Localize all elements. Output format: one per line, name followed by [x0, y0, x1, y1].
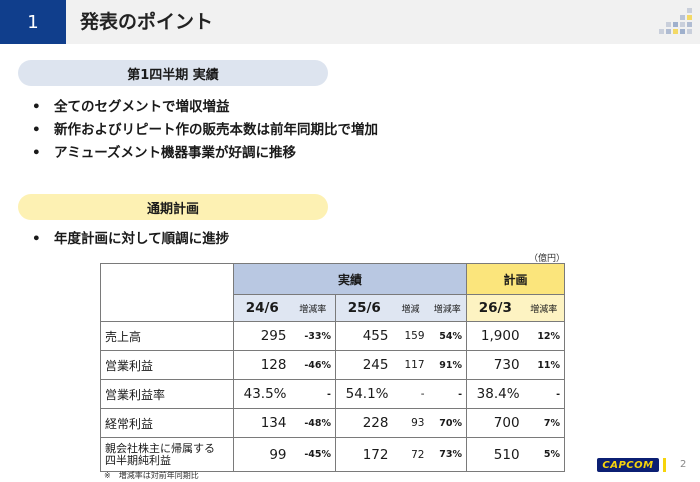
footnote: ※ 増減率は対前年同期比	[104, 471, 199, 480]
value-25-6: 245	[335, 350, 393, 380]
table-row: 経常利益 134 -48% 228 93 70% 700 7%	[100, 408, 566, 438]
rate-24-6: -45%	[290, 437, 336, 472]
header-bar: 1 発表のポイント	[0, 0, 700, 44]
change-25-6: 117	[392, 350, 429, 380]
value-26-3: 38.4%	[466, 379, 524, 409]
row-label-line1: 親会社株主に帰属する	[105, 441, 215, 455]
change-25-6: 159	[392, 321, 429, 351]
rate-24-6: -33%	[290, 321, 336, 351]
change-label: 増減	[392, 294, 429, 322]
list-item: 新作およびリピート作の販売本数は前年同期比で増加	[32, 119, 378, 142]
section-full-year-label: 通期計画	[18, 194, 328, 220]
list-item: アミューズメント機器事業が好調に推移	[32, 142, 378, 165]
rate-24-6: -46%	[290, 350, 336, 380]
row-label: 経常利益	[100, 408, 234, 438]
table-subheader-row: 24/6 増減率 25/6 増減 増減率 26/3 増減率	[101, 294, 566, 322]
value-24-6: 43.5%	[233, 379, 291, 409]
value-24-6: 99	[233, 437, 291, 472]
rate-25-6: 73%	[428, 437, 468, 472]
table-row: 親会社株主に帰属する 四半期純利益 99 -45% 172 72 73% 510…	[100, 437, 566, 472]
q1-bullet-list: 全てのセグメントで増収増益 新作およびリピート作の販売本数は前年同期比で増加 ア…	[32, 96, 378, 165]
row-label-line2: 四半期純利益	[105, 453, 171, 467]
list-item: 年度計画に対して順調に進捗	[32, 228, 229, 251]
rate-25-6: 70%	[428, 408, 468, 438]
rate-26-3: 11%	[523, 350, 566, 380]
rate-26-3: 7%	[523, 408, 566, 438]
rate-25-6: 91%	[428, 350, 468, 380]
slide-number: 1	[0, 0, 66, 44]
value-25-6: 172	[335, 437, 393, 472]
section-q1-label: 第1四半期 実績	[18, 60, 328, 86]
change-rate-label: 増減率	[523, 294, 566, 322]
change-rate-label: 増減率	[290, 294, 336, 322]
rate-25-6: 54%	[428, 321, 468, 351]
list-item: 全てのセグメントで増収増益	[32, 96, 378, 119]
value-24-6: 134	[233, 408, 291, 438]
rate-26-3: 5%	[523, 437, 566, 472]
row-label: 親会社株主に帰属する 四半期純利益	[100, 437, 234, 472]
table-header-row: 実績 計画	[100, 263, 566, 322]
decorative-squares-icon	[658, 8, 692, 38]
value-25-6: 228	[335, 408, 393, 438]
table-row: 営業利益 128 -46% 245 117 91% 730 11%	[100, 350, 566, 380]
period-24-6: 24/6	[233, 294, 291, 322]
change-25-6: 93	[392, 408, 429, 438]
value-26-3: 730	[466, 350, 524, 380]
financial-table: 実績 計画 24/6 増減率 25/6 増減 増減率 26/3 増減率 売上高 …	[100, 263, 566, 472]
rate-26-3: 12%	[523, 321, 566, 351]
logo-accent-bar	[663, 458, 666, 472]
actual-header: 実績	[232, 263, 468, 295]
value-26-3: 1,900	[466, 321, 524, 351]
page-title: 発表のポイント	[80, 11, 214, 33]
page-number: 2	[680, 459, 687, 470]
table-corner-cell	[100, 263, 234, 322]
unit-label: （億円）	[528, 254, 565, 264]
change-25-6: -	[392, 379, 429, 409]
rate-24-6: -	[290, 379, 336, 409]
value-24-6: 295	[233, 321, 291, 351]
value-26-3: 700	[466, 408, 524, 438]
value-26-3: 510	[466, 437, 524, 472]
value-24-6: 128	[233, 350, 291, 380]
row-label: 売上高	[100, 321, 234, 351]
rate-24-6: -48%	[290, 408, 336, 438]
full-year-bullet-list: 年度計画に対して順調に進捗	[32, 228, 229, 251]
row-label: 営業利益率	[100, 379, 234, 409]
period-25-6: 25/6	[335, 294, 393, 322]
period-26-3: 26/3	[466, 294, 524, 322]
change-rate-label: 増減率	[428, 294, 468, 322]
value-25-6: 54.1%	[335, 379, 393, 409]
capcom-logo: CAPCOM	[597, 458, 659, 472]
rate-26-3: -	[523, 379, 566, 409]
change-25-6: 72	[392, 437, 429, 472]
table-row: 営業利益率 43.5% - 54.1% - - 38.4% -	[100, 379, 566, 409]
rate-25-6: -	[428, 379, 468, 409]
table-row: 売上高 295 -33% 455 159 54% 1,900 12%	[100, 321, 566, 351]
row-label: 営業利益	[100, 350, 234, 380]
value-25-6: 455	[335, 321, 393, 351]
plan-header: 計画	[466, 263, 566, 295]
